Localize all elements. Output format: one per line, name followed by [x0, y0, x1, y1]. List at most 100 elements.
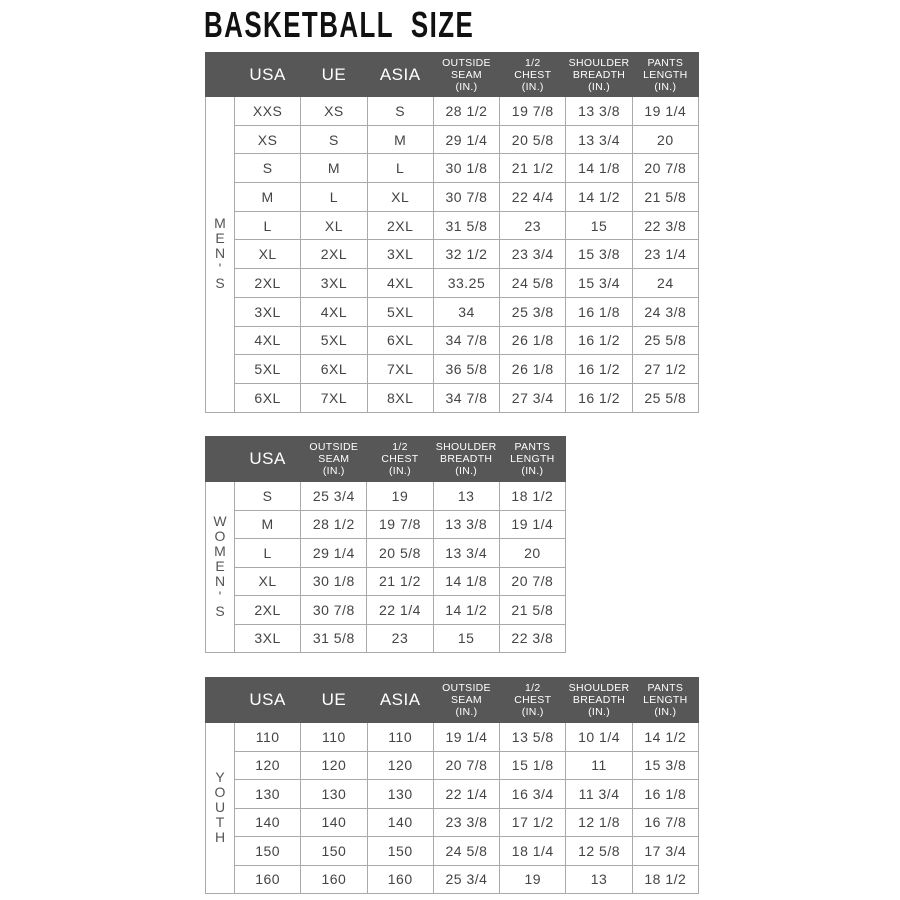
table-cell: 17 3/4 — [631, 836, 700, 866]
table-cell: 20 5/8 — [499, 124, 567, 155]
table-cell: 2XL — [233, 595, 302, 625]
group-label: MEN'S — [212, 215, 228, 291]
table-cell: 11 — [565, 750, 633, 780]
page-title: BASKETBALL SIZE — [204, 4, 475, 45]
table-cell: 13 3/8 — [432, 509, 500, 539]
table-cell: 160 — [233, 864, 302, 894]
table-row: L 29 1/4 20 5/8 13 3/4 20 — [206, 538, 567, 568]
column-header: 1/2 CHEST (IN.) — [499, 52, 567, 97]
table-cell: 3XL — [233, 623, 302, 653]
table-cell: 15 1/8 — [499, 750, 567, 780]
table-cell: 22 4/4 — [499, 182, 567, 212]
table-cell: 20 — [498, 538, 567, 568]
table-cell: S — [233, 153, 302, 184]
column-header: ASIA — [366, 52, 434, 97]
table-cell: 15 — [565, 210, 633, 241]
column-header: UE — [300, 52, 368, 97]
table-cell: 19 — [366, 481, 434, 511]
table-cell: 7XL — [300, 382, 368, 413]
column-header: PANTS LENGTH (IN.) — [498, 436, 567, 482]
table-cell: 13 3/4 — [432, 538, 500, 568]
table-cell: M — [233, 182, 302, 212]
table-cell: 12 1/8 — [565, 807, 633, 837]
table-cell: 19 7/8 — [366, 509, 434, 539]
table-cell: 120 — [300, 750, 368, 780]
table-row: 5XL 6XL 7XL 36 5/8 26 1/8 16 1/2 27 1/2 — [206, 354, 700, 384]
table-cell: 25 5/8 — [631, 382, 700, 413]
table-cell: S — [300, 124, 368, 155]
table-cell: 14 1/2 — [565, 182, 633, 212]
column-header: PANTS LENGTH (IN.) — [631, 677, 700, 723]
table-cell: 6XL — [300, 354, 368, 384]
table-cell: XS — [233, 124, 302, 155]
table-cell: 16 3/4 — [499, 779, 567, 809]
table-cell: L — [366, 153, 434, 184]
table-row: M L XL 30 7/8 22 4/4 14 1/2 21 5/8 — [206, 182, 700, 212]
table-cell: 24 5/8 — [499, 268, 567, 298]
table-cell: 21 5/8 — [498, 595, 567, 625]
table-cell: 150 — [300, 836, 368, 866]
table-cell: 24 3/8 — [631, 296, 700, 327]
table-row: L XL 2XL 31 5/8 23 15 22 3/8 — [206, 210, 700, 241]
group-label: YOUTH — [212, 769, 228, 844]
header-row: USA OUTSIDE SEAM (IN.) 1/2 CHEST (IN.) SHOU… — [205, 436, 567, 482]
table-cell: 17 1/2 — [499, 807, 567, 837]
table-cell: 23 1/4 — [631, 239, 700, 270]
table-row: 3XL 31 5/8 23 15 22 3/8 — [206, 623, 567, 653]
table-cell: 29 1/4 — [300, 538, 368, 568]
table-cell: XL — [233, 239, 302, 270]
table-cell: 15 3/4 — [565, 268, 633, 298]
table-cell: 16 7/8 — [631, 807, 700, 837]
table-cell: 15 3/8 — [565, 239, 633, 270]
table-row: MEN'S XXS XS S 28 1/2 19 7/8 13 3/8 19 1/4 — [205, 96, 700, 413]
table-cell: XXS — [233, 96, 302, 126]
table-cell: 14 1/2 — [631, 722, 700, 752]
table-cell: 160 — [366, 864, 434, 894]
table-cell: 13 — [432, 481, 500, 511]
table-cell: 32 1/2 — [432, 239, 501, 270]
table-cell: 16 1/8 — [631, 779, 700, 809]
header-row: USA UE ASIA OUTSIDE SEAM (IN.) 1/2 CHEST (IN… — [205, 52, 700, 97]
header-corner — [205, 436, 235, 482]
table-cell: 19 7/8 — [499, 96, 567, 126]
table-cell: 24 — [631, 268, 700, 298]
table-cell: 21 1/2 — [499, 153, 567, 184]
table-cell: XS — [300, 96, 368, 126]
table-cell: 16 1/2 — [565, 382, 633, 413]
table-cell: 25 3/4 — [300, 481, 368, 511]
table-cell: 13 5/8 — [499, 722, 567, 752]
table-cell: 13 3/4 — [565, 124, 633, 155]
column-header: USA — [233, 52, 302, 97]
group-label-cell: MEN'S — [205, 96, 235, 413]
table-cell: S — [366, 96, 434, 126]
table-cell: 5XL — [233, 354, 302, 384]
table-cell: 33.25 — [432, 268, 501, 298]
column-header: USA — [233, 436, 302, 482]
table-cell: 22 3/8 — [498, 623, 567, 653]
table-cell: 22 1/4 — [432, 779, 501, 809]
table-cell: 3XL — [300, 268, 368, 298]
table-cell: 23 — [366, 623, 434, 653]
table-cell: 13 — [565, 864, 633, 894]
table-row: XL 2XL 3XL 32 1/2 23 3/4 15 3/8 23 1/4 — [206, 239, 700, 270]
table-cell: 31 5/8 — [432, 210, 501, 241]
table-cell: 12 5/8 — [565, 836, 633, 866]
table-row: 4XL 5XL 6XL 34 7/8 26 1/8 16 1/2 25 5/8 — [206, 325, 700, 356]
table-cell: 23 3/8 — [432, 807, 501, 837]
table-row: YOUTH 110 110 110 19 1/4 13 5/8 10 1/4 14 1/2 — [205, 722, 700, 894]
table-cell: 25 3/4 — [432, 864, 501, 894]
table-cell: 34 7/8 — [432, 382, 501, 413]
table-cell: 4XL — [366, 268, 434, 298]
table-cell: 160 — [300, 864, 368, 894]
table-cell: XL — [300, 210, 368, 241]
table-cell: 20 — [631, 124, 700, 155]
table-cell: 19 1/4 — [432, 722, 501, 752]
table-cell: 120 — [233, 750, 302, 780]
table-cell: 26 1/8 — [499, 325, 567, 356]
column-header: OUTSIDE SEAM (IN.) — [432, 52, 501, 97]
table-cell: 20 5/8 — [366, 538, 434, 568]
table-cell: 130 — [233, 779, 302, 809]
table-cell: XL — [233, 566, 302, 596]
youth-size-table: USA UE ASIA OUTSIDE SEAM (IN.) 1/2 CHEST (IN… — [205, 677, 700, 894]
table-row: 160 160 160 25 3/4 19 13 18 1/2 — [206, 864, 700, 894]
